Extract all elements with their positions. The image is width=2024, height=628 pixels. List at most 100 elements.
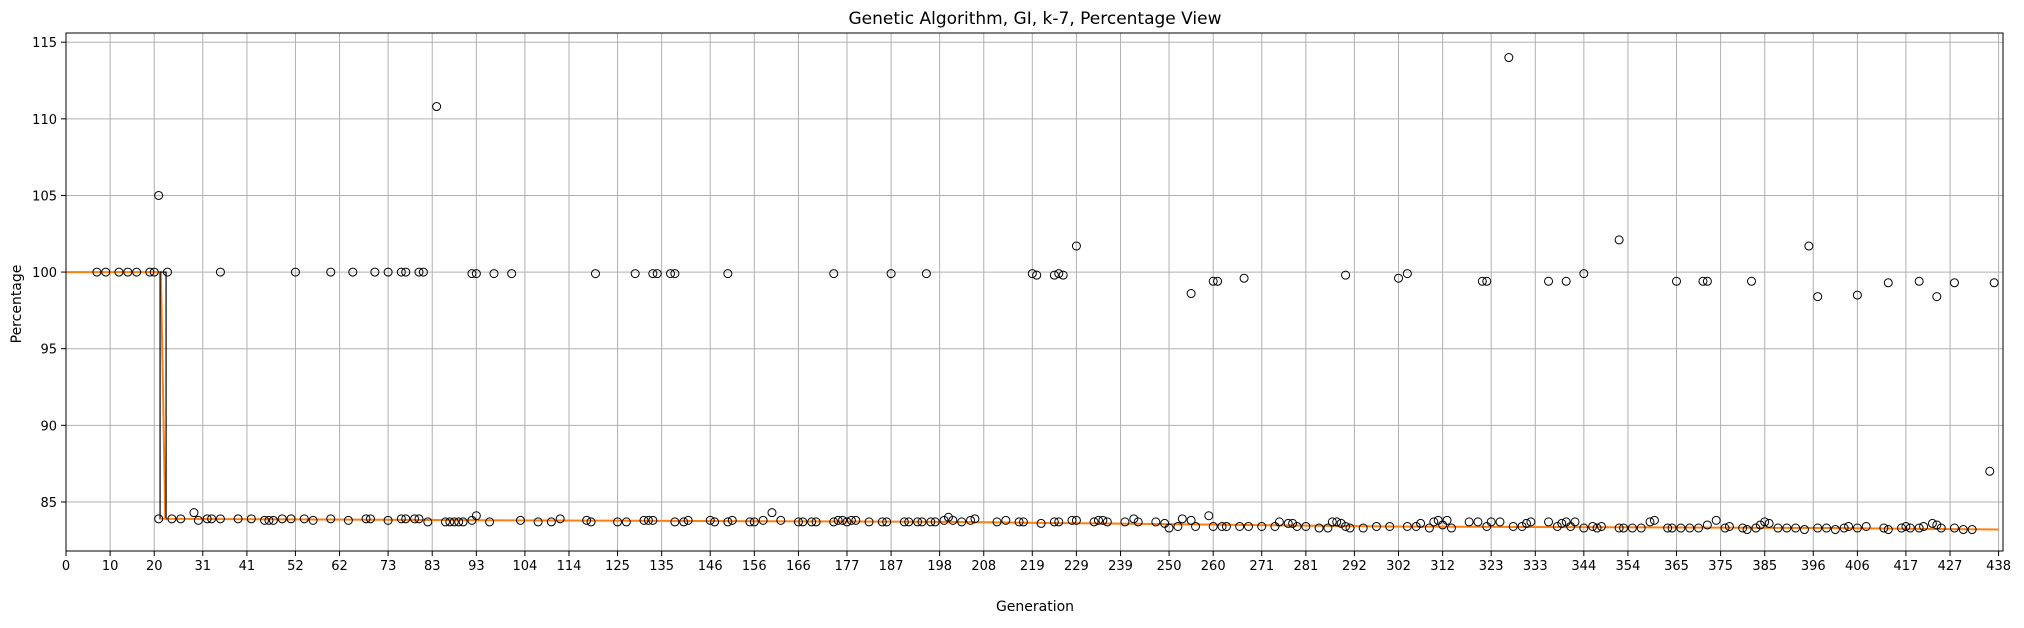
outlier-point	[1173, 521, 1183, 531]
outlier-point	[176, 514, 186, 524]
outlier-point	[1671, 276, 1681, 286]
outlier-point	[899, 517, 909, 527]
outlier-point	[1702, 520, 1712, 530]
outlier-point	[458, 517, 468, 527]
x-tick-label: 354	[1616, 559, 1641, 574]
outlier-point	[1221, 521, 1231, 531]
outlier-point	[396, 267, 406, 277]
outlier-point	[1694, 523, 1704, 533]
outlier-point	[471, 269, 481, 279]
outlier-point	[1958, 525, 1968, 535]
outlier-point	[268, 515, 278, 525]
outlier-point	[648, 515, 658, 525]
outlier-point	[926, 517, 936, 527]
x-tick-label: 333	[1523, 559, 1548, 574]
outlier-point	[1949, 523, 1959, 533]
outlier-point	[1760, 517, 1770, 527]
outlier-point	[1861, 521, 1871, 531]
x-tick-label: 312	[1430, 559, 1455, 574]
outlier-point	[1791, 523, 1801, 533]
x-tick-label: 219	[1020, 559, 1045, 574]
x-tick-label: 208	[971, 559, 996, 574]
x-tick-label: 10	[102, 559, 119, 574]
outlier-point	[1257, 521, 1267, 531]
outlier-point	[1897, 523, 1907, 533]
outlier-point	[1544, 276, 1554, 286]
outlier-point	[1323, 523, 1333, 533]
outlier-point	[485, 517, 495, 527]
outlier-point	[582, 515, 592, 525]
outlier-point	[290, 267, 300, 277]
outlier-point	[1813, 523, 1823, 533]
x-tick-label: 417	[1894, 559, 1919, 574]
outlier-point	[1027, 269, 1037, 279]
outlier-point	[745, 517, 755, 527]
outlier-point	[648, 269, 658, 279]
y-tick-label: 90	[40, 419, 57, 434]
outlier-point	[1561, 276, 1571, 286]
outlier-point	[767, 508, 777, 518]
outlier-point	[1482, 276, 1492, 286]
outlier-point	[264, 515, 274, 525]
outlier-point	[1177, 514, 1187, 524]
outlier-point	[1702, 276, 1712, 286]
outlier-point	[904, 517, 914, 527]
outlier-point	[1676, 523, 1686, 533]
outlier-point	[807, 517, 817, 527]
outlier-point	[1477, 276, 1487, 286]
outlier-point	[1936, 523, 1946, 533]
outlier-point	[1830, 525, 1840, 535]
x-tick-label: 239	[1108, 559, 1133, 574]
outlier-point	[167, 514, 177, 524]
outlier-point	[1521, 518, 1531, 528]
outlier-point	[970, 514, 980, 524]
outlier-point	[630, 269, 640, 279]
outlier-point	[123, 267, 133, 277]
outlier-point	[1424, 523, 1434, 533]
x-tick-label: 166	[786, 559, 811, 574]
outlier-point	[1208, 276, 1218, 286]
outlier-point	[1720, 523, 1730, 533]
outlier-point	[1089, 517, 1099, 527]
outlier-point	[149, 267, 159, 277]
outlier-point	[1486, 517, 1496, 527]
outlier-point	[1164, 523, 1174, 533]
x-tick-label: 385	[1752, 559, 1777, 574]
outlier-point	[1844, 521, 1854, 531]
outlier-point	[1614, 523, 1624, 533]
outlier-point	[1314, 523, 1324, 533]
outlier-point	[838, 515, 848, 525]
outlier-point	[1773, 523, 1783, 533]
outlier-point	[1738, 523, 1748, 533]
outlier-point	[1883, 278, 1893, 288]
x-tick-label: 281	[1293, 559, 1318, 574]
outlier-point	[401, 267, 411, 277]
outlier-point	[1071, 241, 1081, 251]
x-tick-label: 375	[1708, 559, 1733, 574]
outlier-point	[418, 267, 428, 277]
outlier-point	[401, 514, 411, 524]
outlier-point	[943, 512, 953, 522]
outlier-point	[1879, 523, 1889, 533]
outlier-point	[1914, 276, 1924, 286]
outlier-point	[132, 267, 142, 277]
outlier-point	[1685, 523, 1695, 533]
outlier-point	[154, 514, 164, 524]
x-tick-label: 125	[605, 559, 630, 574]
outlier-point	[343, 515, 353, 525]
outlier-point	[467, 269, 477, 279]
outlier-point	[410, 514, 420, 524]
outlier-point	[432, 102, 442, 112]
outlier-point	[1932, 292, 1942, 302]
x-tick-label: 292	[1342, 559, 1367, 574]
outlier-point	[1243, 521, 1253, 531]
outlier-point	[793, 517, 803, 527]
x-tick-label: 62	[331, 559, 348, 574]
outlier-point	[1711, 515, 1721, 525]
x-tick-label: 135	[649, 559, 674, 574]
outlier-point	[414, 514, 424, 524]
chart-title: Genetic Algorithm, GI, k-7, Percentage V…	[848, 9, 1221, 29]
outlier-point	[851, 515, 861, 525]
outlier-point	[1724, 521, 1734, 531]
